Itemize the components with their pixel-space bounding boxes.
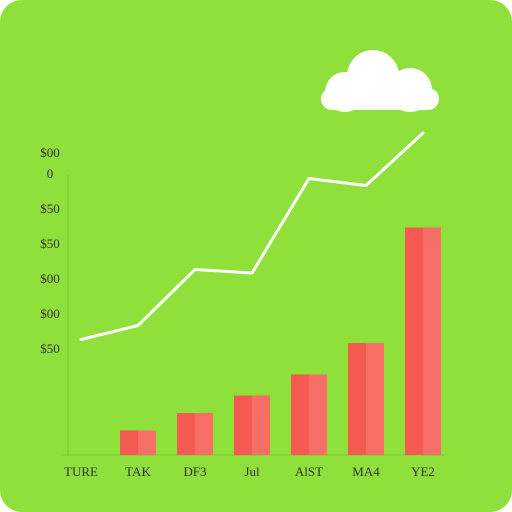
bar xyxy=(120,430,156,455)
bar-body xyxy=(234,395,270,455)
x-tick-label: Jul xyxy=(244,464,260,479)
bar xyxy=(291,374,327,455)
x-tick-label: MA4 xyxy=(352,464,380,479)
bar-highlight xyxy=(309,374,327,455)
bar-body xyxy=(120,430,156,455)
bar-highlight xyxy=(138,430,156,455)
bar-body xyxy=(348,343,384,455)
bar xyxy=(405,227,441,455)
y-tick-label: $50 xyxy=(40,236,60,251)
bar-body xyxy=(291,374,327,455)
y-tick-label: $00 xyxy=(40,145,60,160)
x-tick-label: TAK xyxy=(125,464,151,479)
bar-highlight xyxy=(195,413,213,455)
line-series xyxy=(79,131,425,341)
y-tick-label: $50 xyxy=(40,201,60,216)
y-tick-label: 0 xyxy=(47,166,54,181)
y-tick-label: $00 xyxy=(40,271,60,286)
bar xyxy=(234,395,270,455)
bar xyxy=(348,343,384,455)
bar-body xyxy=(405,227,441,455)
cloud-icon xyxy=(321,50,439,112)
bar-highlight xyxy=(366,343,384,455)
x-tick-label: TURE xyxy=(64,464,98,479)
x-tick-label: DF3 xyxy=(183,464,206,479)
bar-highlight xyxy=(252,395,270,455)
bar xyxy=(177,413,213,455)
x-tick-label: AlST xyxy=(295,464,323,479)
y-tick-label: $50 xyxy=(40,341,60,356)
bar-highlight xyxy=(423,227,441,455)
y-tick-label: $00 xyxy=(40,306,60,321)
bar-body xyxy=(177,413,213,455)
x-tick-label: YE2 xyxy=(411,464,435,479)
